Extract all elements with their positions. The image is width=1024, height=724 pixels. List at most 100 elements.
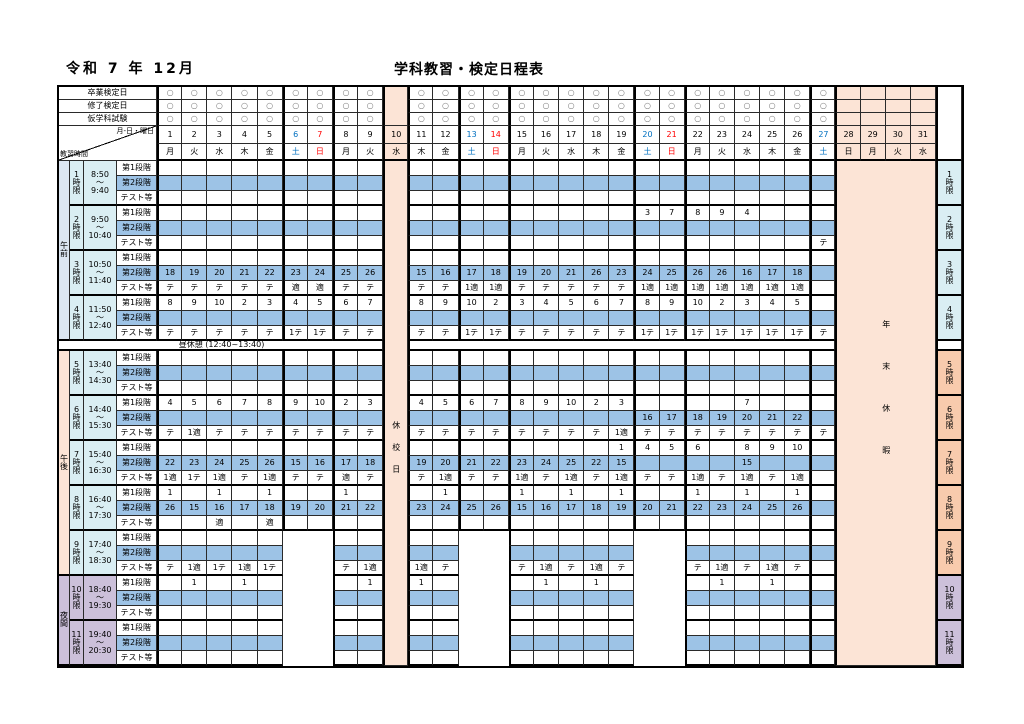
stage2-cell: 21: [659, 501, 685, 516]
stage2-cell: 16: [634, 411, 660, 426]
test-mark-cell: [433, 236, 459, 251]
stage2-cell: [734, 311, 761, 326]
stage2-cell: [332, 221, 359, 236]
lesson-number-cell: [734, 621, 761, 636]
stage2-cell: 18: [257, 501, 283, 516]
date-cell: 15: [508, 126, 534, 144]
stage2-cell: [207, 591, 233, 606]
weekday-cell: 日: [483, 144, 509, 161]
stage2-cell: [433, 221, 459, 236]
lesson-number-cell: 1: [609, 441, 635, 456]
lesson-number-cell: [332, 161, 359, 176]
weekday-cell: 月: [157, 144, 183, 161]
exam-circle: ○: [810, 113, 836, 126]
test-mark-cell: 1適: [408, 561, 434, 576]
test-mark-cell: [257, 651, 283, 666]
lesson-number-cell: [257, 621, 283, 636]
test-mark-cell: [609, 191, 635, 206]
test-mark-cell: [358, 381, 384, 396]
stage2-cell: [483, 221, 509, 236]
lesson-number-cell: [659, 351, 685, 366]
test-mark-cell: [182, 606, 208, 621]
exam-circle: ○: [760, 113, 786, 126]
test-mark-cell: テ: [483, 426, 509, 441]
stage2-cell: 25: [760, 501, 786, 516]
lesson-number-cell: [257, 441, 283, 456]
stage2-cell: [307, 366, 333, 381]
test-mark-cell: テ: [458, 471, 484, 486]
lesson-number-cell: [182, 161, 208, 176]
yearend-header-cell: [910, 100, 936, 113]
lesson-number-cell: 5: [182, 396, 208, 411]
test-mark-cell: [760, 516, 786, 531]
lesson-number-cell: 1: [408, 576, 434, 591]
test-mark-cell: テ: [785, 561, 811, 576]
lesson-number-cell: [609, 161, 635, 176]
test-mark-cell: テ: [634, 426, 660, 441]
test-mark-cell: テ: [584, 281, 610, 296]
lesson-number-cell: [232, 441, 258, 456]
test-mark-cell: [684, 191, 710, 206]
lesson-number-cell: 9: [659, 296, 685, 311]
stage2-cell: [734, 176, 761, 191]
test-mark-cell: 適: [282, 281, 308, 296]
test-mark-cell: 1適: [458, 281, 484, 296]
test-mark-cell: [257, 236, 283, 251]
stage2-cell: [282, 221, 308, 236]
stage2-cell: 21: [232, 266, 258, 281]
lesson-number-cell: 3: [257, 296, 283, 311]
lesson-number-cell: [810, 486, 836, 501]
weekday-cell: 火: [182, 144, 208, 161]
test-mark-cell: 1適: [609, 471, 635, 486]
stage2-cell: 19: [282, 501, 308, 516]
stage2-cell: 24: [207, 456, 233, 471]
lesson-number-cell: 7: [232, 396, 258, 411]
lesson-number-cell: 4: [634, 441, 660, 456]
stage2-cell: [358, 591, 384, 606]
yearend-header-cell: [910, 113, 936, 126]
stage2-cell: [157, 636, 183, 651]
lesson-number-cell: [609, 351, 635, 366]
stage2-cell: [182, 311, 208, 326]
stage2-cell: [358, 311, 384, 326]
test-mark-cell: テ: [207, 281, 233, 296]
test-mark-cell: [709, 651, 735, 666]
stage2-cell: 21: [760, 411, 786, 426]
lunch-break-spacer: [408, 341, 836, 351]
lesson-number-cell: [257, 206, 283, 221]
test-mark-cell: [483, 191, 509, 206]
lesson-number-cell: [408, 351, 434, 366]
test-mark-cell: [760, 191, 786, 206]
test-mark-cell: [207, 381, 233, 396]
date-cell: 31: [910, 126, 936, 144]
test-mark-cell: 1テ: [785, 326, 811, 341]
lesson-number-cell: [508, 351, 534, 366]
test-mark-cell: [207, 191, 233, 206]
test-mark-cell: [684, 516, 710, 531]
stage-label: テスト等: [117, 651, 157, 666]
date-cell: 9: [358, 126, 384, 144]
exam-circle: ○: [659, 100, 685, 113]
test-mark-cell: テ: [157, 281, 183, 296]
lesson-number-cell: [458, 486, 484, 501]
lesson-number-cell: 1: [508, 486, 534, 501]
test-mark-cell: [785, 651, 811, 666]
period-time: 9:50 〜 10:40: [84, 206, 117, 251]
test-mark-cell: テ: [458, 426, 484, 441]
lesson-number-cell: [483, 486, 509, 501]
date-cell: 18: [584, 126, 610, 144]
lesson-number-cell: [182, 351, 208, 366]
test-mark-cell: [358, 606, 384, 621]
test-mark-cell: [433, 381, 459, 396]
lesson-number-cell: [408, 206, 434, 221]
lesson-number-cell: 1: [760, 576, 786, 591]
stage2-cell: [282, 411, 308, 426]
lesson-number-cell: [282, 486, 308, 501]
stage2-cell: [533, 176, 560, 191]
lesson-number-cell: [659, 251, 685, 266]
test-mark-cell: テ: [559, 426, 585, 441]
test-mark-cell: 1適: [785, 471, 811, 486]
lesson-number-cell: [709, 351, 735, 366]
